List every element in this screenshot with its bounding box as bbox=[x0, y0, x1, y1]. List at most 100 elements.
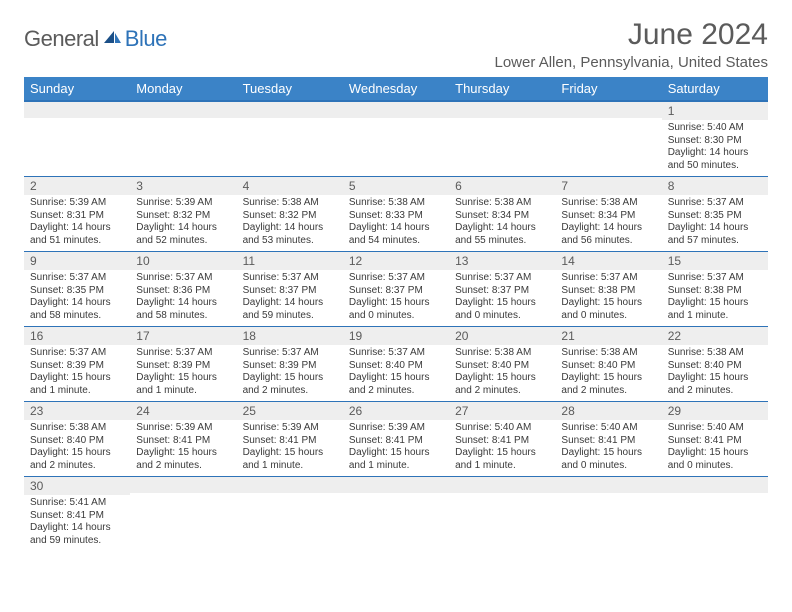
day-body: Sunrise: 5:39 AMSunset: 8:31 PMDaylight:… bbox=[24, 195, 130, 251]
day-body: Sunrise: 5:40 AMSunset: 8:41 PMDaylight:… bbox=[555, 420, 661, 476]
calendar-cell: 18Sunrise: 5:37 AMSunset: 8:39 PMDayligh… bbox=[237, 327, 343, 402]
calendar-cell: 29Sunrise: 5:40 AMSunset: 8:41 PMDayligh… bbox=[662, 402, 768, 477]
calendar-cell: 3Sunrise: 5:39 AMSunset: 8:32 PMDaylight… bbox=[130, 177, 236, 252]
header: General Blue June 2024 Lower Allen, Penn… bbox=[24, 18, 768, 71]
day-number: 3 bbox=[130, 177, 236, 195]
day-body: Sunrise: 5:37 AMSunset: 8:37 PMDaylight:… bbox=[449, 270, 555, 326]
day-body: Sunrise: 5:37 AMSunset: 8:37 PMDaylight:… bbox=[343, 270, 449, 326]
day-number: 23 bbox=[24, 402, 130, 420]
day-number bbox=[237, 102, 343, 118]
calendar-cell: 24Sunrise: 5:39 AMSunset: 8:41 PMDayligh… bbox=[130, 402, 236, 477]
sail-icon bbox=[102, 29, 122, 45]
logo-text-blue: Blue bbox=[125, 26, 167, 52]
day-number: 19 bbox=[343, 327, 449, 345]
day-number: 16 bbox=[24, 327, 130, 345]
calendar-cell: 21Sunrise: 5:38 AMSunset: 8:40 PMDayligh… bbox=[555, 327, 661, 402]
calendar-cell bbox=[343, 477, 449, 552]
logo-text-general: General bbox=[24, 26, 99, 52]
logo: General Blue bbox=[24, 26, 167, 52]
calendar-cell: 13Sunrise: 5:37 AMSunset: 8:37 PMDayligh… bbox=[449, 252, 555, 327]
day-body: Sunrise: 5:40 AMSunset: 8:30 PMDaylight:… bbox=[662, 120, 768, 176]
calendar-cell bbox=[237, 477, 343, 552]
calendar-table: Sunday Monday Tuesday Wednesday Thursday… bbox=[24, 77, 768, 551]
day-number bbox=[130, 477, 236, 493]
day-body: Sunrise: 5:41 AMSunset: 8:41 PMDaylight:… bbox=[24, 495, 130, 551]
calendar-cell: 1Sunrise: 5:40 AMSunset: 8:30 PMDaylight… bbox=[662, 101, 768, 177]
calendar-cell: 27Sunrise: 5:40 AMSunset: 8:41 PMDayligh… bbox=[449, 402, 555, 477]
calendar-cell bbox=[555, 477, 661, 552]
day-number: 4 bbox=[237, 177, 343, 195]
calendar-cell: 12Sunrise: 5:37 AMSunset: 8:37 PMDayligh… bbox=[343, 252, 449, 327]
day-number bbox=[343, 102, 449, 118]
day-number: 1 bbox=[662, 102, 768, 120]
calendar-cell bbox=[130, 477, 236, 552]
calendar-cell: 16Sunrise: 5:37 AMSunset: 8:39 PMDayligh… bbox=[24, 327, 130, 402]
day-body: Sunrise: 5:40 AMSunset: 8:41 PMDaylight:… bbox=[449, 420, 555, 476]
day-number bbox=[449, 102, 555, 118]
calendar-cell bbox=[449, 101, 555, 177]
calendar-cell bbox=[130, 101, 236, 177]
calendar-cell: 14Sunrise: 5:37 AMSunset: 8:38 PMDayligh… bbox=[555, 252, 661, 327]
day-number: 12 bbox=[343, 252, 449, 270]
calendar-cell: 22Sunrise: 5:38 AMSunset: 8:40 PMDayligh… bbox=[662, 327, 768, 402]
day-header: Thursday bbox=[449, 77, 555, 101]
calendar-cell: 11Sunrise: 5:37 AMSunset: 8:37 PMDayligh… bbox=[237, 252, 343, 327]
day-body: Sunrise: 5:38 AMSunset: 8:32 PMDaylight:… bbox=[237, 195, 343, 251]
day-body: Sunrise: 5:37 AMSunset: 8:39 PMDaylight:… bbox=[24, 345, 130, 401]
day-number: 25 bbox=[237, 402, 343, 420]
calendar-row: 30Sunrise: 5:41 AMSunset: 8:41 PMDayligh… bbox=[24, 477, 768, 552]
day-body: Sunrise: 5:37 AMSunset: 8:39 PMDaylight:… bbox=[237, 345, 343, 401]
day-number: 6 bbox=[449, 177, 555, 195]
calendar-row: 16Sunrise: 5:37 AMSunset: 8:39 PMDayligh… bbox=[24, 327, 768, 402]
calendar-cell: 23Sunrise: 5:38 AMSunset: 8:40 PMDayligh… bbox=[24, 402, 130, 477]
day-body: Sunrise: 5:39 AMSunset: 8:41 PMDaylight:… bbox=[130, 420, 236, 476]
day-body: Sunrise: 5:37 AMSunset: 8:40 PMDaylight:… bbox=[343, 345, 449, 401]
day-number: 7 bbox=[555, 177, 661, 195]
calendar-cell: 9Sunrise: 5:37 AMSunset: 8:35 PMDaylight… bbox=[24, 252, 130, 327]
day-number: 28 bbox=[555, 402, 661, 420]
day-body: Sunrise: 5:37 AMSunset: 8:37 PMDaylight:… bbox=[237, 270, 343, 326]
day-header: Sunday bbox=[24, 77, 130, 101]
calendar-cell: 2Sunrise: 5:39 AMSunset: 8:31 PMDaylight… bbox=[24, 177, 130, 252]
calendar-cell: 10Sunrise: 5:37 AMSunset: 8:36 PMDayligh… bbox=[130, 252, 236, 327]
title-block: June 2024 Lower Allen, Pennsylvania, Uni… bbox=[495, 18, 769, 71]
day-number: 5 bbox=[343, 177, 449, 195]
day-header: Tuesday bbox=[237, 77, 343, 101]
day-number: 17 bbox=[130, 327, 236, 345]
day-number: 18 bbox=[237, 327, 343, 345]
location: Lower Allen, Pennsylvania, United States bbox=[495, 54, 769, 71]
day-body: Sunrise: 5:39 AMSunset: 8:32 PMDaylight:… bbox=[130, 195, 236, 251]
day-number bbox=[24, 102, 130, 118]
day-number: 15 bbox=[662, 252, 768, 270]
day-number: 27 bbox=[449, 402, 555, 420]
day-number bbox=[555, 477, 661, 493]
day-number bbox=[237, 477, 343, 493]
day-body: Sunrise: 5:38 AMSunset: 8:34 PMDaylight:… bbox=[449, 195, 555, 251]
day-number: 13 bbox=[449, 252, 555, 270]
day-number: 22 bbox=[662, 327, 768, 345]
day-number: 20 bbox=[449, 327, 555, 345]
day-number: 30 bbox=[24, 477, 130, 495]
calendar-cell: 7Sunrise: 5:38 AMSunset: 8:34 PMDaylight… bbox=[555, 177, 661, 252]
calendar-cell: 5Sunrise: 5:38 AMSunset: 8:33 PMDaylight… bbox=[343, 177, 449, 252]
day-body: Sunrise: 5:37 AMSunset: 8:39 PMDaylight:… bbox=[130, 345, 236, 401]
day-number: 11 bbox=[237, 252, 343, 270]
day-body: Sunrise: 5:38 AMSunset: 8:40 PMDaylight:… bbox=[449, 345, 555, 401]
calendar-cell: 26Sunrise: 5:39 AMSunset: 8:41 PMDayligh… bbox=[343, 402, 449, 477]
day-body: Sunrise: 5:38 AMSunset: 8:40 PMDaylight:… bbox=[24, 420, 130, 476]
calendar-cell bbox=[343, 101, 449, 177]
calendar-cell bbox=[24, 101, 130, 177]
day-number: 2 bbox=[24, 177, 130, 195]
calendar-cell bbox=[237, 101, 343, 177]
calendar-cell: 20Sunrise: 5:38 AMSunset: 8:40 PMDayligh… bbox=[449, 327, 555, 402]
day-body: Sunrise: 5:39 AMSunset: 8:41 PMDaylight:… bbox=[237, 420, 343, 476]
calendar-cell: 8Sunrise: 5:37 AMSunset: 8:35 PMDaylight… bbox=[662, 177, 768, 252]
day-body: Sunrise: 5:37 AMSunset: 8:38 PMDaylight:… bbox=[555, 270, 661, 326]
day-number: 8 bbox=[662, 177, 768, 195]
calendar-cell bbox=[555, 101, 661, 177]
day-number bbox=[449, 477, 555, 493]
day-number: 29 bbox=[662, 402, 768, 420]
calendar-cell: 28Sunrise: 5:40 AMSunset: 8:41 PMDayligh… bbox=[555, 402, 661, 477]
day-header: Wednesday bbox=[343, 77, 449, 101]
calendar-cell bbox=[449, 477, 555, 552]
